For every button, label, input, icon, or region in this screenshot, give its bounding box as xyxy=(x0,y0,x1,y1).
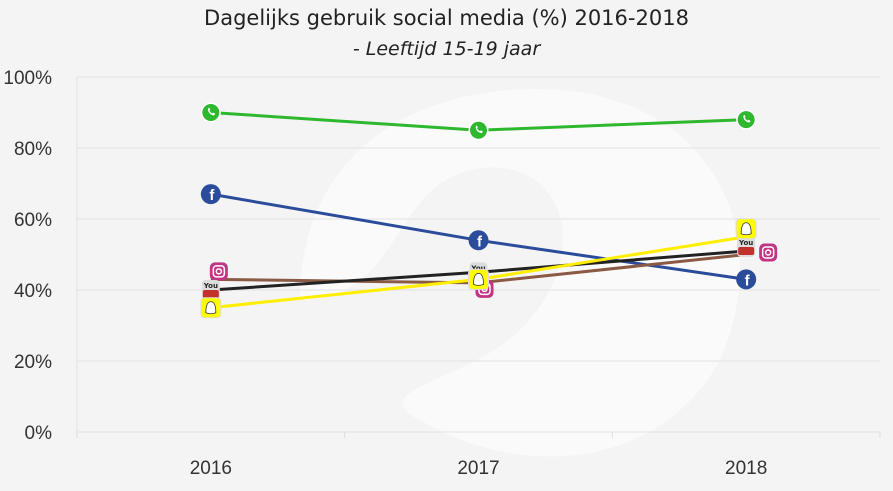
x-tick-label: 2017 xyxy=(457,458,499,479)
svg-text:f: f xyxy=(745,272,751,289)
facebook-icon: f xyxy=(468,230,489,251)
instagram-icon xyxy=(209,262,228,281)
youtube-icon: You xyxy=(201,280,220,300)
whatsapp-icon xyxy=(200,102,221,123)
svg-text:f: f xyxy=(477,233,483,250)
instagram-icon xyxy=(759,243,778,262)
svg-text:You: You xyxy=(738,239,753,247)
svg-text:You: You xyxy=(203,282,218,290)
y-tick-label: 0% xyxy=(25,423,53,444)
facebook-icon: f xyxy=(200,184,221,205)
x-tick-label: 2018 xyxy=(725,458,767,479)
whatsapp-icon xyxy=(736,109,757,130)
svg-text:You: You xyxy=(470,264,485,272)
chart-title: Dagelijks gebruik social media (%) 2016-… xyxy=(204,6,689,30)
watermark-logo xyxy=(300,89,741,457)
chart-subtitle: - Leeftijd 15-19 jaar xyxy=(352,38,541,60)
snapchat-icon xyxy=(735,218,757,240)
y-tick-label: 100% xyxy=(3,68,52,89)
svg-text:f: f xyxy=(209,187,215,204)
y-tick-label: 20% xyxy=(14,352,52,373)
x-tick-label: 2016 xyxy=(190,458,232,479)
whatsapp-icon xyxy=(468,120,489,141)
facebook-icon: f xyxy=(736,269,757,290)
y-tick-label: 40% xyxy=(14,281,52,302)
snapchat-icon xyxy=(200,297,222,319)
youtube-icon: You xyxy=(737,236,756,257)
snapchat-icon xyxy=(468,268,489,290)
y-tick-label: 80% xyxy=(14,139,52,160)
y-tick-label: 60% xyxy=(14,210,52,231)
